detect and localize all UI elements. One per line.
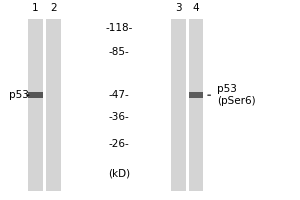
Text: -36-: -36- (108, 112, 129, 122)
Bar (101, 5, 136, 199)
Text: (kD): (kD) (108, 168, 130, 178)
Text: -47-: -47- (108, 90, 129, 100)
Text: 2: 2 (50, 3, 57, 13)
Bar (28, 92, 43, 98)
Text: -85-: -85- (108, 47, 129, 57)
Text: p53
(pSer6): p53 (pSer6) (217, 84, 256, 106)
Bar (189, 92, 203, 98)
Text: 4: 4 (193, 3, 200, 13)
Bar (28, 19, 43, 191)
Text: -26-: -26- (108, 139, 129, 149)
Text: 3: 3 (175, 3, 181, 13)
Text: -118-: -118- (105, 23, 133, 33)
Bar (189, 19, 203, 191)
Bar (46, 19, 61, 191)
Text: p53: p53 (9, 90, 29, 100)
Bar (171, 19, 186, 191)
Text: 1: 1 (32, 3, 39, 13)
